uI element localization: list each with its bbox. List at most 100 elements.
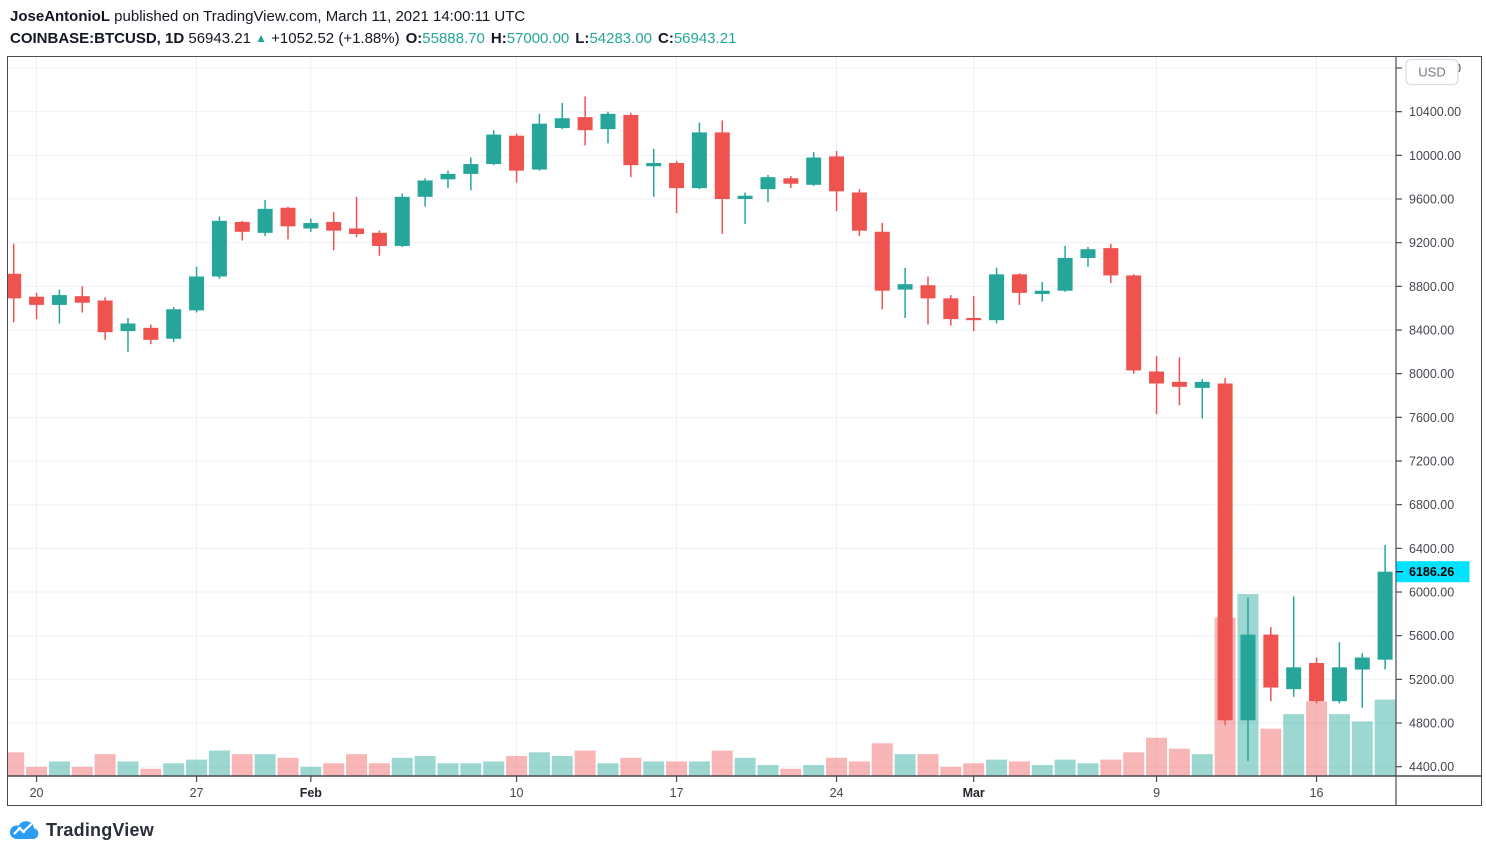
candle-body xyxy=(1194,381,1210,388)
volume-bar xyxy=(231,754,253,776)
volume-bar xyxy=(1351,721,1373,776)
candle-body xyxy=(1034,290,1050,294)
price-chart-pane[interactable]: 10800.0010400.0010000.009600.009200.0088… xyxy=(7,56,1482,806)
candle-body xyxy=(349,228,365,234)
volume-bar xyxy=(48,761,70,776)
volume-bar xyxy=(460,763,482,776)
volume-bar xyxy=(26,766,48,776)
candle-body xyxy=(943,298,959,320)
y-axis-label: 9200.00 xyxy=(1409,236,1454,250)
volume-bar xyxy=(1008,761,1030,776)
symbol-interval: COINBASE:BTCUSD, 1D xyxy=(10,30,185,47)
x-axis-label: Feb xyxy=(300,786,323,800)
y-axis-label: 6400.00 xyxy=(1409,542,1454,556)
candle-body xyxy=(463,164,479,174)
volume-bar xyxy=(368,763,390,776)
volume-bar xyxy=(803,765,825,776)
volume-bar xyxy=(1260,728,1282,776)
volume-bar xyxy=(414,755,436,776)
candle-body xyxy=(120,323,136,332)
volume-bar xyxy=(666,761,688,776)
candle-body xyxy=(577,117,593,131)
candle-body xyxy=(280,207,296,227)
volume-bar xyxy=(917,754,939,776)
x-axis-label: 20 xyxy=(30,786,44,800)
high-value: 57000.00 xyxy=(506,30,570,47)
candle-body xyxy=(303,223,319,229)
y-axis-label: 7200.00 xyxy=(1409,455,1454,469)
candle-body xyxy=(691,132,707,189)
tradingview-cloud-icon xyxy=(9,821,39,840)
currency-usd-button[interactable] xyxy=(1405,58,1459,86)
candle-body xyxy=(1331,667,1347,702)
y-axis-label: 10000.00 xyxy=(1409,149,1461,163)
candle-body xyxy=(1377,571,1393,660)
candle-body xyxy=(1011,274,1027,293)
candle-body xyxy=(7,273,22,299)
close-value: 56943.21 xyxy=(673,30,737,47)
candle-body xyxy=(806,157,822,185)
candle-body xyxy=(394,196,410,246)
candle-body xyxy=(897,284,913,290)
volume-bar xyxy=(940,766,962,776)
volume-bar xyxy=(1374,699,1396,776)
volume-bar xyxy=(71,766,93,776)
x-axis-label: 27 xyxy=(190,786,204,800)
volume-bar xyxy=(826,757,848,776)
candlestick-chart[interactable]: 10800.0010400.0010000.009600.009200.0088… xyxy=(7,56,1482,806)
volume-bar xyxy=(94,754,116,776)
volume-bar xyxy=(7,752,25,776)
volume-bar xyxy=(1146,737,1168,776)
candle-body xyxy=(1263,634,1279,688)
y-axis-label: 8000.00 xyxy=(1409,367,1454,381)
candle-body xyxy=(1149,371,1165,384)
volume-bar xyxy=(346,754,368,776)
volume-bar xyxy=(1306,701,1328,776)
y-axis-label: 6800.00 xyxy=(1409,498,1454,512)
volume-bar xyxy=(688,761,710,776)
candle-body xyxy=(737,195,753,200)
tradingview-logo[interactable]: TradingView xyxy=(8,818,154,842)
candle-body xyxy=(669,162,685,189)
volume-bar xyxy=(574,750,596,776)
x-axis-label: 10 xyxy=(510,786,524,800)
candle-body xyxy=(51,295,67,305)
candle-body xyxy=(1103,248,1119,276)
published-line: JoseAntonioL published on TradingView.co… xyxy=(10,6,736,28)
volume-bar xyxy=(1031,765,1053,776)
volume-bar xyxy=(986,759,1008,776)
currency-usd-label: USD xyxy=(1418,65,1445,80)
x-axis-label: 17 xyxy=(670,786,684,800)
close-label: C: xyxy=(658,30,674,47)
candle-body xyxy=(920,285,936,299)
volume-bar xyxy=(117,761,139,776)
candle-body xyxy=(143,327,159,340)
candle-body xyxy=(440,173,456,180)
price-change: +1052.52 (+1.88%) xyxy=(271,30,400,47)
volume-bar xyxy=(277,757,299,776)
last-price-badge-value: 6186.26 xyxy=(1409,565,1454,579)
candle-body xyxy=(714,132,730,200)
candle-body xyxy=(211,220,227,277)
x-axis-label: Mar xyxy=(963,786,985,800)
low-value: 54283.00 xyxy=(589,30,653,47)
candle-body xyxy=(874,231,890,291)
volume-bar xyxy=(1168,748,1190,776)
candle-body xyxy=(783,178,799,184)
volume-bar xyxy=(597,763,619,776)
candle-body xyxy=(989,274,1005,321)
volume-bar xyxy=(140,768,162,776)
volume-bar xyxy=(1054,759,1076,776)
volume-bar xyxy=(643,761,665,776)
volume-bar xyxy=(963,763,985,776)
candle-body xyxy=(189,276,205,311)
x-axis-label: 16 xyxy=(1310,786,1324,800)
x-axis-label: 9 xyxy=(1153,786,1160,800)
volume-bar xyxy=(528,752,550,776)
candle-body xyxy=(1354,657,1370,670)
candle-body xyxy=(829,156,845,192)
volume-bar xyxy=(780,768,802,776)
volume-bar xyxy=(323,763,345,776)
candle-body xyxy=(1057,257,1073,291)
volume-bar xyxy=(437,763,459,776)
